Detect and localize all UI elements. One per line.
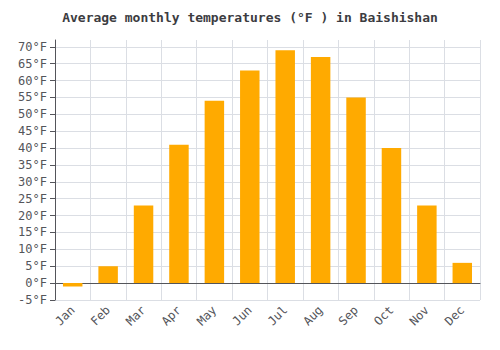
- svg-text:25°F: 25°F: [18, 192, 47, 206]
- svg-text:15°F: 15°F: [18, 225, 47, 239]
- svg-text:20°F: 20°F: [18, 209, 47, 223]
- svg-text:Jun: Jun: [230, 303, 255, 328]
- svg-text:Aug: Aug: [300, 303, 325, 328]
- svg-text:5°F: 5°F: [25, 259, 47, 273]
- svg-text:0°F: 0°F: [25, 276, 47, 290]
- svg-text:May: May: [194, 303, 219, 328]
- svg-text:Feb: Feb: [88, 303, 113, 328]
- svg-text:65°F: 65°F: [18, 57, 47, 71]
- svg-text:60°F: 60°F: [18, 74, 47, 88]
- svg-text:Apr: Apr: [159, 303, 184, 328]
- svg-text:Jul: Jul: [265, 303, 290, 328]
- svg-text:Dec: Dec: [442, 303, 467, 328]
- svg-text:-5°F: -5°F: [18, 293, 47, 307]
- svg-text:45°F: 45°F: [18, 124, 47, 138]
- svg-text:Nov: Nov: [407, 303, 432, 328]
- svg-text:70°F: 70°F: [18, 40, 47, 54]
- svg-text:40°F: 40°F: [18, 141, 47, 155]
- svg-text:Average monthly temperatures (: Average monthly temperatures (°F ) in Ba…: [62, 10, 438, 25]
- svg-text:50°F: 50°F: [18, 107, 47, 121]
- svg-text:55°F: 55°F: [18, 90, 47, 104]
- svg-text:10°F: 10°F: [18, 242, 47, 256]
- svg-text:30°F: 30°F: [18, 175, 47, 189]
- svg-text:Sep: Sep: [336, 303, 361, 328]
- svg-text:35°F: 35°F: [18, 158, 47, 172]
- svg-text:Mar: Mar: [123, 303, 148, 328]
- svg-text:Jan: Jan: [52, 303, 77, 328]
- svg-text:Oct: Oct: [371, 303, 396, 328]
